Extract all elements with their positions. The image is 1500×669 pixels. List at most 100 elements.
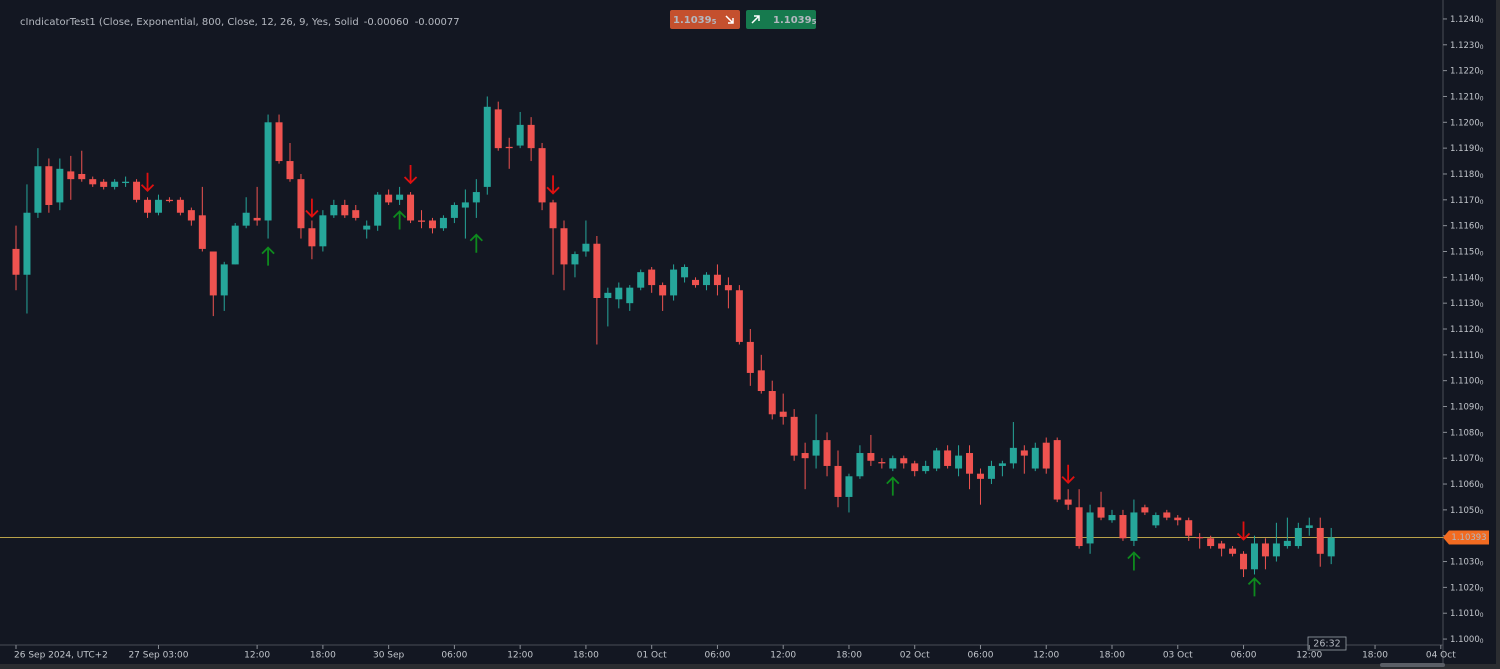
x-tick-label: 12:00	[1296, 651, 1322, 661]
y-tick-label: 1.11300	[1450, 299, 1484, 309]
candle-body	[987, 465, 995, 479]
candle-body	[1261, 543, 1269, 557]
candle-body	[724, 285, 732, 291]
candle-body	[516, 124, 524, 146]
sell-price[interactable]: 1.10395	[673, 15, 717, 26]
candle-body	[571, 254, 579, 265]
candle-body	[867, 453, 875, 461]
buy-arrow	[469, 233, 483, 253]
candle-body	[560, 228, 568, 265]
candle-body	[801, 453, 809, 459]
candle-body	[176, 199, 184, 213]
candle-body	[297, 179, 305, 229]
buy-arrow	[886, 476, 900, 496]
candle-body	[779, 411, 787, 417]
price-tag-label: 1.10393	[1451, 533, 1486, 543]
candle-body	[220, 264, 228, 296]
y-tick-label: 1.10000	[1450, 635, 1484, 645]
candle-body	[604, 292, 612, 298]
x-tick-label: 01 Oct	[637, 651, 667, 661]
sell-button-bg[interactable]	[670, 10, 740, 29]
candle-body	[1075, 507, 1083, 547]
y-tick-label: 1.10800	[1450, 428, 1484, 438]
candle-body	[78, 173, 86, 180]
scrollbar[interactable]	[1380, 663, 1445, 667]
y-tick-label: 1.12000	[1450, 118, 1484, 128]
candle-body	[1020, 450, 1028, 456]
candle-body	[461, 202, 469, 208]
sell-arrow	[140, 172, 155, 193]
candle-body	[1316, 527, 1324, 554]
candle-body	[1294, 527, 1302, 547]
candle-body	[768, 391, 776, 415]
candle-body	[341, 204, 349, 216]
candle-body	[648, 269, 656, 286]
candle-body	[1174, 517, 1182, 521]
buy-icon[interactable]	[751, 15, 760, 24]
candle-body	[352, 210, 360, 218]
y-tick-label: 1.11400	[1450, 273, 1484, 283]
candle-body	[1108, 515, 1116, 521]
candle-body	[955, 455, 963, 469]
candle-body	[286, 161, 294, 180]
buy-arrow	[1247, 577, 1262, 597]
sell-arrow	[403, 164, 418, 185]
x-tick-label: 30 Sep	[373, 651, 405, 661]
buy-arrow	[1127, 551, 1141, 571]
candle-body	[1283, 540, 1291, 547]
candle-body	[23, 212, 31, 275]
x-tick-label: 06:00	[441, 651, 467, 661]
candle-body	[549, 202, 557, 229]
candle-body	[944, 450, 952, 466]
candle-body	[407, 194, 415, 221]
buy-arrow	[392, 210, 407, 230]
y-tick-label: 1.11800	[1450, 169, 1484, 179]
candle-body	[1185, 520, 1193, 536]
candle-body	[681, 266, 689, 278]
candle-body	[713, 274, 721, 286]
countdown-box	[1307, 636, 1347, 651]
candle-body	[1053, 440, 1061, 500]
buy-price[interactable]: 1.10395	[773, 15, 817, 26]
y-tick-label: 1.11500	[1450, 247, 1484, 257]
candle-body	[966, 453, 974, 474]
candle-body	[922, 465, 930, 472]
candle-body	[702, 274, 710, 286]
candle-body	[505, 146, 513, 149]
candle-body	[1042, 442, 1050, 469]
x-tick-label: 27 Sep 03:00	[128, 651, 188, 661]
sell-icon[interactable]	[725, 15, 734, 24]
candle-body	[1031, 447, 1039, 469]
indicator-value: -0.00077	[415, 17, 460, 28]
y-tick-label: 1.11200	[1450, 325, 1484, 335]
countdown: 26:32	[1313, 639, 1340, 650]
y-tick-label: 1.12400	[1450, 14, 1484, 24]
buy-button[interactable]: 1.10395	[746, 10, 817, 29]
candle-body	[165, 199, 173, 202]
candle-body	[374, 194, 382, 226]
candle-body	[1327, 537, 1335, 557]
candle-body	[187, 210, 195, 221]
candle-body	[527, 124, 535, 149]
candle-body	[1207, 538, 1215, 547]
candle-body	[439, 217, 447, 229]
buy-button-bg[interactable]	[746, 10, 816, 29]
candle-body	[1272, 543, 1280, 557]
candle-body	[1240, 553, 1248, 570]
sell-arrow	[1236, 521, 1251, 541]
y-tick-label: 1.12300	[1450, 40, 1484, 50]
candle-body	[670, 269, 678, 296]
candle-body	[933, 450, 941, 469]
candle-body	[889, 458, 897, 469]
x-tick-label: 18:00	[836, 651, 862, 661]
sell-button[interactable]: 1.10395	[670, 10, 740, 29]
candle-body	[1196, 536, 1204, 539]
candle-body	[385, 194, 393, 203]
sell-arrow	[1061, 464, 1075, 484]
candle-body	[483, 106, 491, 187]
y-tick-label: 1.11100	[1450, 350, 1484, 360]
candle-body	[34, 166, 42, 213]
y-tick-label: 1.11600	[1450, 221, 1484, 231]
